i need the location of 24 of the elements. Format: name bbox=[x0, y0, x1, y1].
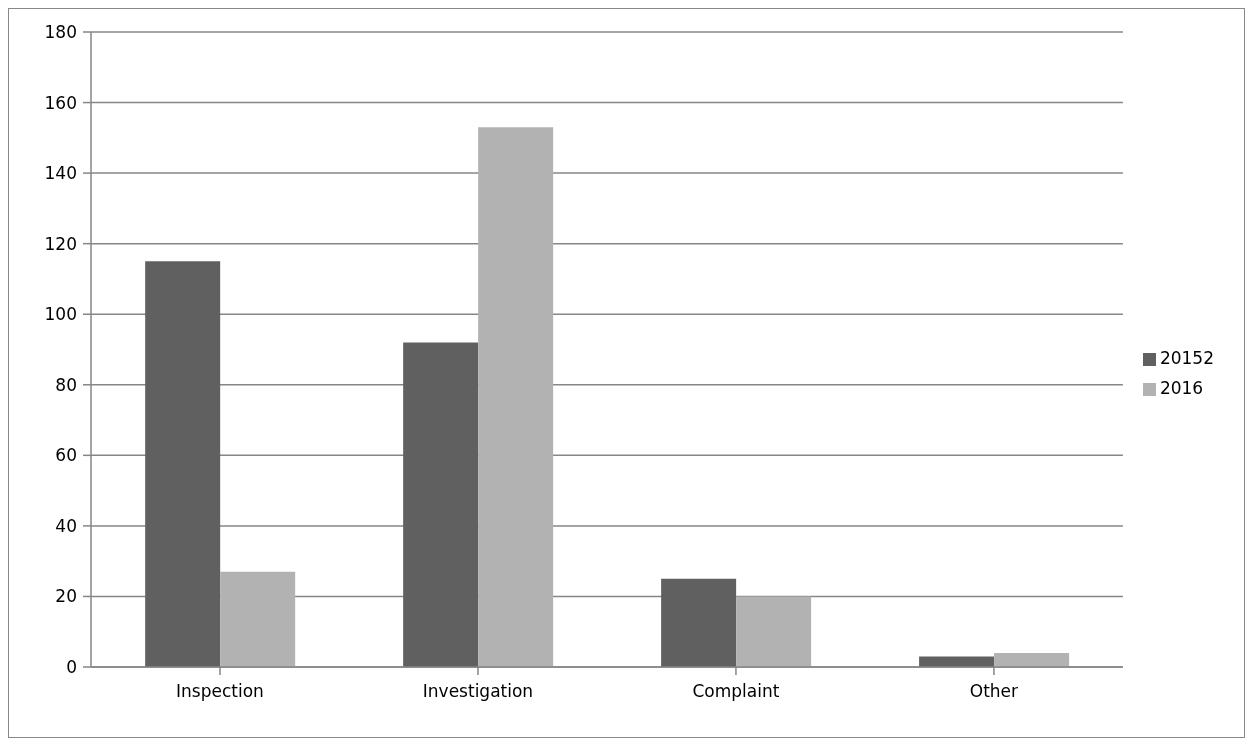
y-tick-label: 140 bbox=[44, 163, 77, 184]
y-tick-label: 60 bbox=[55, 445, 77, 466]
bar bbox=[736, 596, 812, 667]
y-tick-label: 100 bbox=[44, 304, 77, 325]
y-tick-label: 80 bbox=[55, 374, 77, 395]
bar bbox=[994, 652, 1070, 667]
y-tick-label: 160 bbox=[44, 92, 77, 113]
bar bbox=[145, 261, 221, 667]
bar bbox=[478, 127, 554, 667]
y-tick-label: 0 bbox=[66, 657, 77, 678]
y-tick-label: 120 bbox=[44, 233, 77, 254]
bar bbox=[661, 578, 737, 667]
bar bbox=[919, 656, 995, 667]
x-tick-label: Complaint bbox=[692, 681, 780, 702]
x-tick-label: Investigation bbox=[422, 681, 534, 702]
y-tick-label: 40 bbox=[55, 515, 77, 536]
legend-label: 2016 bbox=[1159, 378, 1204, 398]
x-tick-label: Other bbox=[969, 681, 1019, 702]
x-tick-label: Inspection bbox=[176, 681, 264, 702]
y-tick-label: 180 bbox=[44, 22, 77, 43]
bar bbox=[403, 342, 479, 667]
bar bbox=[220, 571, 296, 667]
legend-label: 20152 bbox=[1159, 348, 1214, 368]
y-tick-label: 20 bbox=[55, 586, 77, 607]
